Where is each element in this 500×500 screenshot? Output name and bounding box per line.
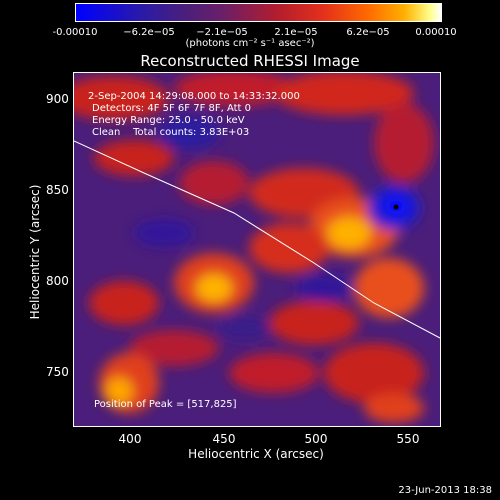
solar-limb-line [74, 140, 440, 339]
y-tick: 800 [46, 274, 69, 288]
emission-blobs [74, 73, 434, 423]
info-energy: Energy Range: 25.0 - 50.0 keV [92, 115, 245, 126]
colorbar-tick: 6.2e−05 [346, 27, 390, 38]
info-peak: Position of Peak = [517,825] [94, 399, 237, 410]
x-tick: 550 [396, 432, 420, 446]
x-tick: 400 [118, 432, 142, 446]
info-time: 2-Sep-2004 14:29:08.000 to 14:33:32.000 [88, 91, 300, 102]
info-detectors: Detectors: 4F 5F 6F 7F 8F, Att 0 [92, 103, 252, 114]
x-tick: 450 [212, 432, 236, 446]
y-tick: 750 [46, 365, 69, 379]
colorbar-unit: (photons cm⁻² s⁻¹ asec⁻²) [185, 38, 315, 49]
colorbar-tick: −6.2e−05 [123, 27, 175, 38]
colorbar [75, 3, 442, 22]
x-tick: 500 [304, 432, 328, 446]
timestamp: 23-Jun-2013 18:38 [398, 485, 492, 496]
y-tick: 900 [46, 92, 69, 106]
rhessi-image: 2-Sep-2004 14:29:08.000 to 14:33:32.000 … [73, 72, 441, 427]
colorbar-tick: 2.1e−05 [274, 27, 318, 38]
x-axis-label: Heliocentric X (arcsec) [188, 447, 324, 461]
image-title: Reconstructed RHESSI Image [140, 52, 360, 70]
image-canvas [74, 73, 440, 426]
colorbar-tick: −2.1e−05 [196, 27, 248, 38]
peak-marker [393, 204, 399, 210]
y-axis-label: Heliocentric Y (arcsec) [28, 184, 42, 320]
colorbar-tick: -0.00010 [52, 27, 98, 38]
info-clean: Clean Total counts: 3.83E+03 [92, 127, 250, 138]
y-tick: 850 [46, 183, 69, 197]
colorbar-tick: 0.00010 [415, 27, 457, 38]
